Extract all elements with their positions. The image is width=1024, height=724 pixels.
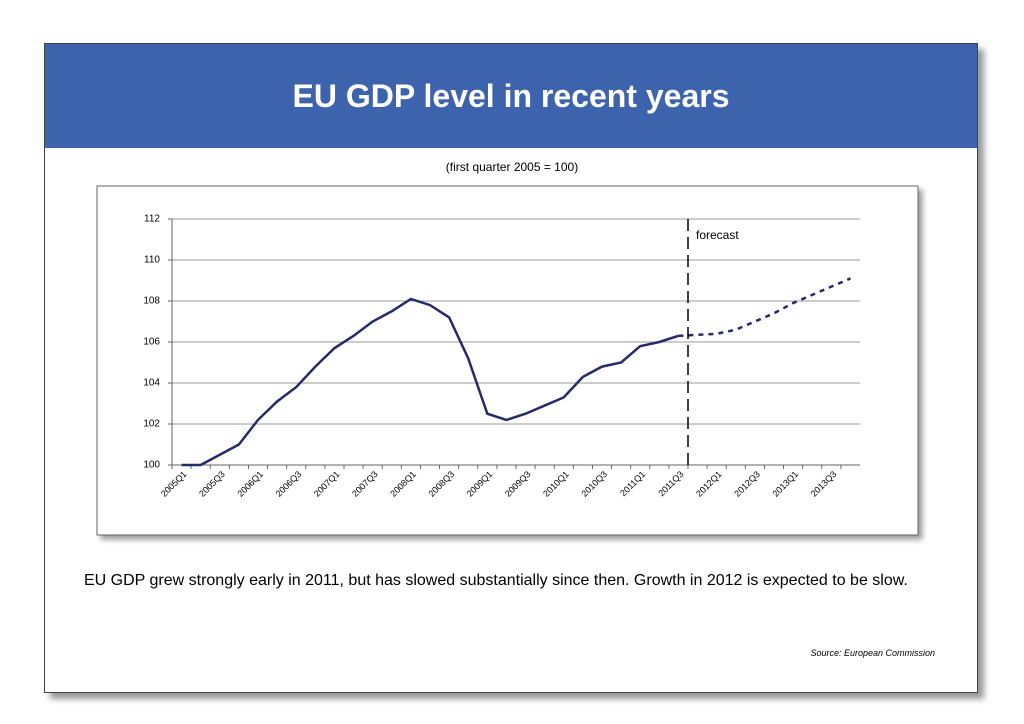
y-tick-label: 102 — [143, 419, 160, 430]
y-tick-label: 110 — [144, 255, 160, 266]
chart-frame — [96, 185, 919, 536]
y-tick-label: 112 — [144, 214, 160, 225]
source: Source: European Commission — [810, 648, 935, 658]
y-tick-label: 108 — [143, 296, 160, 307]
y-tick-label: 100 — [143, 460, 160, 471]
note: EU GDP grew strongly early in 2011, but … — [84, 572, 908, 589]
line-series — [678, 277, 851, 338]
subtitle: (first quarter 2005 = 100) — [446, 160, 578, 174]
annotation: forecast — [696, 228, 739, 242]
y-tick-label: 104 — [143, 378, 160, 389]
line-series — [181, 297, 679, 467]
title: EU GDP level in recent years — [45, 44, 977, 148]
y-tick-label: 106 — [143, 337, 160, 348]
